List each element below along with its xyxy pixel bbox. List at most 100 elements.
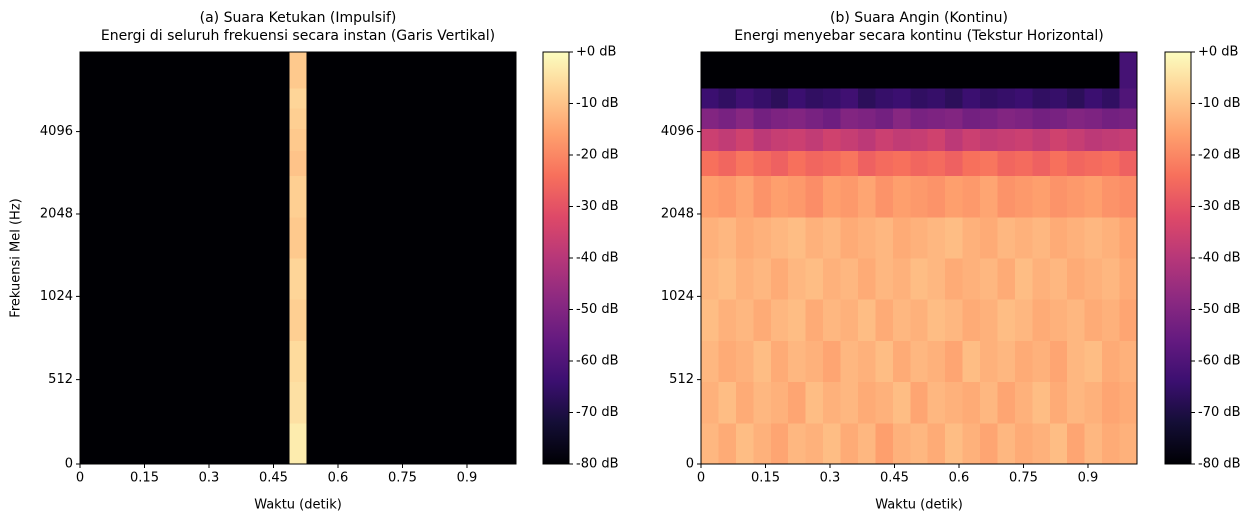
heatmap-cell: [962, 150, 981, 177]
heatmap-cell: [202, 88, 221, 109]
heatmap-cell: [306, 340, 325, 383]
heatmap-cell: [428, 381, 447, 424]
heatmap-cell: [411, 128, 430, 151]
heatmap-cell: [463, 422, 482, 465]
heatmap-cell: [718, 299, 737, 341]
heatmap-cell: [236, 340, 255, 383]
heatmap-cell: [498, 150, 517, 177]
heatmap-cell: [1032, 150, 1051, 177]
heatmap-cell: [735, 52, 754, 89]
heatmap-cell: [80, 52, 98, 89]
heatmap-cell: [289, 299, 308, 341]
heatmap-cell: [840, 340, 859, 383]
heatmap-cell: [945, 150, 964, 177]
heatmap-cell: [997, 128, 1016, 151]
heatmap-cell: [805, 150, 824, 177]
heatmap-cell: [1119, 422, 1138, 465]
heatmap-cell: [1084, 52, 1103, 89]
heatmap-cell: [980, 128, 998, 151]
heatmap-cell: [149, 175, 168, 218]
heatmap-cell: [271, 258, 290, 300]
heatmap-cell: [735, 88, 754, 109]
heatmap-cell: [1049, 216, 1068, 259]
heatmap-cell: [1032, 422, 1051, 465]
heatmap-cell: [481, 128, 500, 151]
heatmap-cell: [359, 107, 377, 130]
heatmap-cell: [202, 340, 221, 383]
heatmap-cell: [1102, 422, 1121, 465]
heatmap-cell: [927, 422, 946, 465]
heatmap-cell: [376, 299, 395, 341]
heatmap-cell: [306, 52, 325, 89]
heatmap-cell: [219, 422, 238, 465]
heatmap-cell: [411, 258, 430, 300]
y-tick-label: 1024: [40, 289, 73, 304]
heatmap-cell: [446, 216, 465, 259]
heatmap-cell: [202, 422, 221, 465]
heatmap-cell: [770, 107, 789, 130]
heatmap-cell: [1067, 258, 1086, 300]
heatmap-cell: [1014, 299, 1033, 341]
heatmap-cell: [254, 381, 273, 424]
heatmap-cell: [718, 381, 737, 424]
colorbar-tick-label: -70 dB: [1198, 405, 1241, 420]
heatmap-cell: [1032, 258, 1051, 300]
heatmap-cell: [341, 216, 360, 259]
heatmap-cell: [1049, 175, 1068, 218]
heatmap-cell: [254, 88, 273, 109]
heatmap-cell: [236, 128, 255, 151]
x-tick-label: 0.75: [1009, 471, 1038, 486]
heatmap-cell: [735, 422, 754, 465]
heatmap-cell: [393, 150, 412, 177]
heatmap-cell: [840, 258, 859, 300]
heatmap-cell: [1014, 52, 1033, 89]
heatmap-cell: [271, 128, 290, 151]
x-tick-label: 0.75: [388, 471, 417, 486]
heatmap-cell: [1119, 107, 1138, 130]
heatmap-cell: [184, 107, 203, 130]
heatmap-cell: [341, 258, 360, 300]
heatmap-cell: [892, 422, 911, 465]
heatmap-cell: [1084, 216, 1103, 259]
heatmap-cell: [411, 175, 430, 218]
heatmap-cell: [1067, 422, 1086, 465]
heatmap-cell: [219, 128, 238, 151]
heatmap-cell: [289, 258, 308, 300]
heatmap-cell: [857, 299, 876, 341]
heatmap-cell: [962, 340, 981, 383]
heatmap-cell: [770, 381, 789, 424]
heatmap-cell: [184, 340, 203, 383]
heatmap-cell: [359, 299, 377, 341]
heatmap-cell: [735, 128, 754, 151]
heatmap-cell: [446, 381, 465, 424]
heatmap-cell: [254, 340, 273, 383]
heatmap-cell: [823, 175, 842, 218]
heatmap-cell: [80, 258, 98, 300]
heatmap-cell: [1084, 128, 1103, 151]
heatmap-cell: [463, 128, 482, 151]
heatmap-cell: [324, 422, 343, 465]
heatmap-cell: [254, 258, 273, 300]
heatmap-cell: [271, 52, 290, 89]
heatmap-cell: [446, 88, 465, 109]
heatmap-cell: [202, 258, 221, 300]
heatmap-cell: [376, 128, 395, 151]
heatmap-cell: [997, 381, 1016, 424]
heatmap-cell: [498, 422, 517, 465]
heatmap-cell: [341, 52, 360, 89]
heatmap-cell: [80, 175, 98, 218]
heatmap-cell: [481, 422, 500, 465]
heatmap-cell: [202, 128, 221, 151]
heatmap-cell: [857, 88, 876, 109]
heatmap-cell: [219, 107, 238, 130]
heatmap-cell: [411, 340, 430, 383]
heatmap-cell: [892, 258, 911, 300]
heatmap-cell: [428, 422, 447, 465]
colorbar-tick-label: -70 dB: [576, 405, 619, 420]
heatmap-cell: [1102, 128, 1121, 151]
heatmap-cell: [428, 128, 447, 151]
heatmap-cell: [498, 128, 517, 151]
y-tick-label: 2048: [661, 206, 694, 221]
heatmap-cell: [753, 128, 772, 151]
heatmap-cell: [463, 258, 482, 300]
